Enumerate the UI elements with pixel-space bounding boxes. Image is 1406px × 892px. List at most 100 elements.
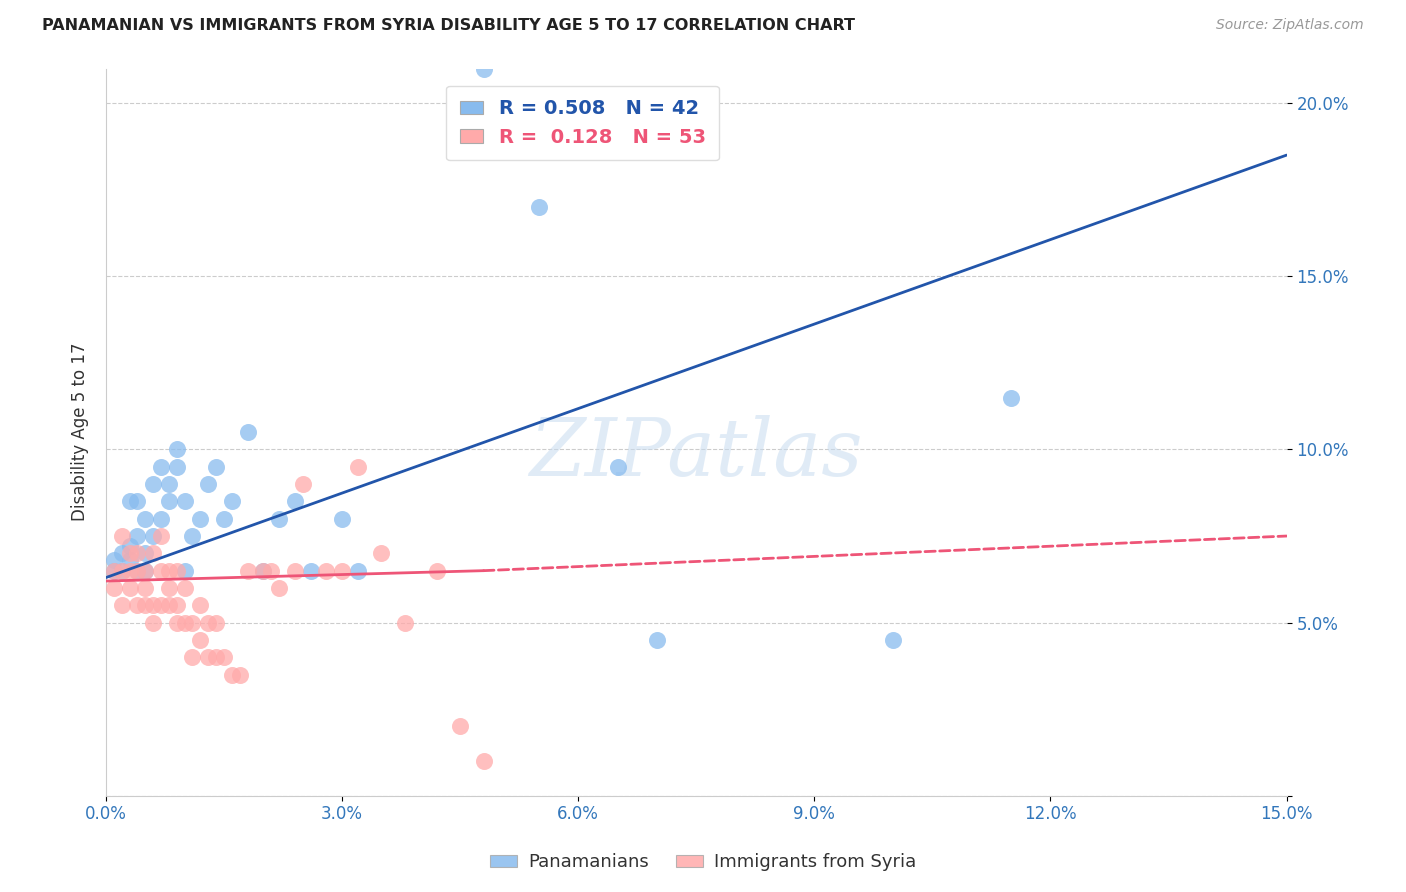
Point <box>142 599 165 613</box>
Point <box>346 564 368 578</box>
Point <box>284 564 307 578</box>
Point <box>150 599 173 613</box>
Point <box>150 564 173 578</box>
Point <box>118 540 141 554</box>
Point <box>205 615 228 630</box>
Point <box>150 529 173 543</box>
Point <box>127 564 149 578</box>
Point <box>645 632 668 647</box>
Point <box>157 581 180 595</box>
Point <box>150 512 173 526</box>
Point <box>157 477 180 491</box>
Point <box>425 564 447 578</box>
Point <box>166 459 188 474</box>
Point <box>449 719 471 733</box>
Text: Source: ZipAtlas.com: Source: ZipAtlas.com <box>1216 18 1364 32</box>
Point <box>134 512 156 526</box>
Point <box>1000 391 1022 405</box>
Point <box>118 553 141 567</box>
Point <box>190 512 212 526</box>
Point <box>127 529 149 543</box>
Point <box>299 564 322 578</box>
Point <box>370 546 392 560</box>
Point <box>111 599 134 613</box>
Point <box>134 564 156 578</box>
Point <box>103 564 125 578</box>
Point <box>166 564 188 578</box>
Point <box>142 615 165 630</box>
Point <box>127 494 149 508</box>
Point <box>173 494 195 508</box>
Point <box>197 477 219 491</box>
Point <box>212 650 235 665</box>
Point <box>118 494 141 508</box>
Point <box>134 564 156 578</box>
Point <box>181 650 204 665</box>
Legend: R = 0.508   N = 42, R =  0.128   N = 53: R = 0.508 N = 42, R = 0.128 N = 53 <box>446 86 720 161</box>
Point <box>267 581 290 595</box>
Point <box>221 667 243 681</box>
Point <box>118 564 141 578</box>
Point <box>142 529 165 543</box>
Point <box>394 615 416 630</box>
Point <box>472 62 495 76</box>
Legend: Panamanians, Immigrants from Syria: Panamanians, Immigrants from Syria <box>482 847 924 879</box>
Point <box>472 754 495 768</box>
Point <box>284 494 307 508</box>
Text: ZIPatlas: ZIPatlas <box>530 415 863 492</box>
Point <box>173 564 195 578</box>
Point <box>111 564 134 578</box>
Point <box>267 512 290 526</box>
Point <box>606 459 628 474</box>
Point <box>118 546 141 560</box>
Point <box>111 564 134 578</box>
Point <box>212 512 235 526</box>
Point <box>157 564 180 578</box>
Point <box>173 615 195 630</box>
Point <box>111 529 134 543</box>
Point <box>330 512 353 526</box>
Point <box>252 564 274 578</box>
Point <box>181 529 204 543</box>
Point <box>103 581 125 595</box>
Point <box>134 599 156 613</box>
Point <box>127 564 149 578</box>
Point <box>315 564 337 578</box>
Point <box>221 494 243 508</box>
Point <box>111 546 134 560</box>
Point <box>252 564 274 578</box>
Point <box>527 200 550 214</box>
Point <box>236 425 259 439</box>
Point <box>882 632 904 647</box>
Point <box>166 615 188 630</box>
Point <box>173 581 195 595</box>
Point <box>127 599 149 613</box>
Point <box>127 546 149 560</box>
Point <box>134 581 156 595</box>
Point <box>142 477 165 491</box>
Point <box>205 650 228 665</box>
Point <box>197 615 219 630</box>
Point <box>260 564 283 578</box>
Point <box>166 599 188 613</box>
Point <box>157 599 180 613</box>
Point <box>142 546 165 560</box>
Point <box>228 667 250 681</box>
Point <box>103 553 125 567</box>
Point <box>190 632 212 647</box>
Point <box>330 564 353 578</box>
Point <box>157 494 180 508</box>
Point <box>103 564 125 578</box>
Point <box>236 564 259 578</box>
Point <box>166 442 188 457</box>
Point <box>190 599 212 613</box>
Point <box>291 477 314 491</box>
Point <box>150 459 173 474</box>
Point <box>181 615 204 630</box>
Point <box>118 581 141 595</box>
Point <box>205 459 228 474</box>
Text: PANAMANIAN VS IMMIGRANTS FROM SYRIA DISABILITY AGE 5 TO 17 CORRELATION CHART: PANAMANIAN VS IMMIGRANTS FROM SYRIA DISA… <box>42 18 855 33</box>
Point <box>197 650 219 665</box>
Y-axis label: Disability Age 5 to 17: Disability Age 5 to 17 <box>72 343 89 522</box>
Point <box>346 459 368 474</box>
